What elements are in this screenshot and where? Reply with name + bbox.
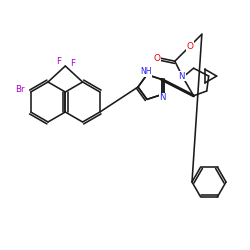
Text: O: O: [186, 42, 193, 51]
Text: Br: Br: [15, 86, 25, 94]
Text: N: N: [159, 93, 166, 102]
Text: F: F: [56, 56, 61, 66]
Text: NH: NH: [140, 67, 152, 76]
Text: O: O: [153, 54, 160, 63]
Text: N: N: [178, 72, 185, 81]
Text: F: F: [70, 58, 75, 68]
